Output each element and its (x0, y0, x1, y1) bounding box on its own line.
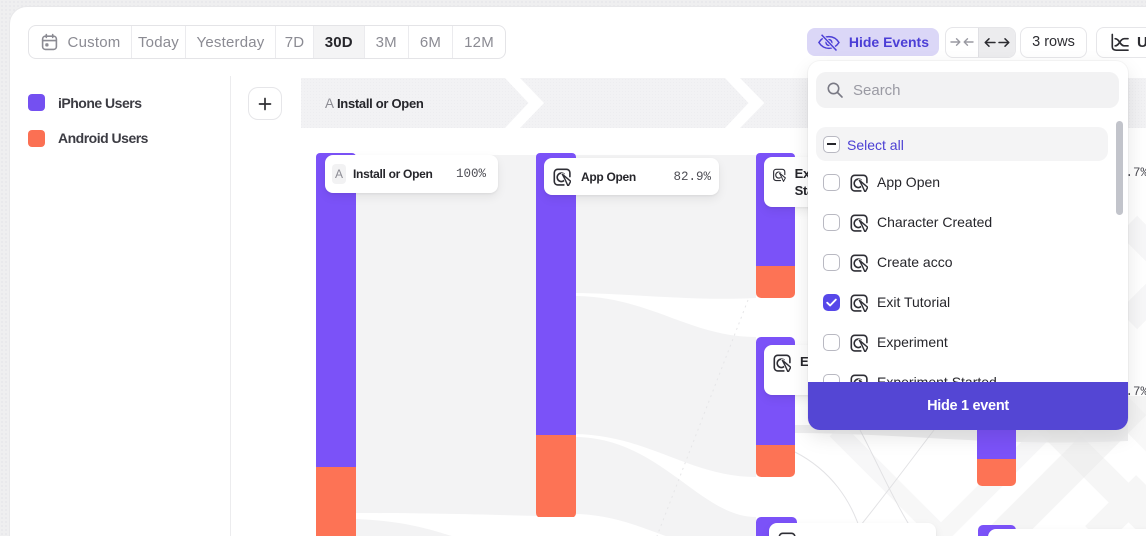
svg-text:A: A (325, 96, 334, 111)
svg-text:Install or Open: Install or Open (337, 96, 424, 111)
